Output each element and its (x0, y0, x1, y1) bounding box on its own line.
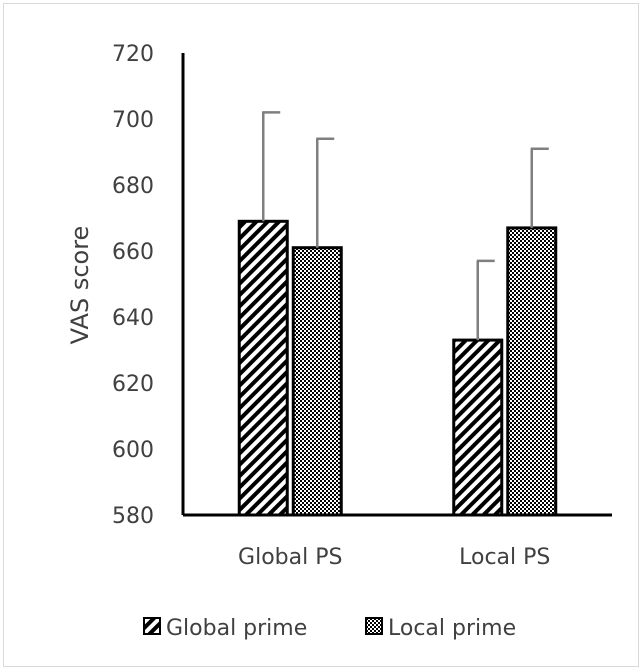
error-bar (262, 111, 281, 222)
bar-local-prime-local-ps (506, 226, 558, 517)
legend-swatch (365, 617, 383, 635)
y-tick-label: 600 (112, 438, 154, 463)
y-axis-label: VAS score (66, 226, 94, 345)
error-bar (476, 259, 495, 341)
bar-local-prime-global-ps (291, 246, 343, 517)
error-bar (530, 147, 549, 228)
bars (237, 219, 558, 517)
legend: Global prime Local prime (143, 616, 516, 641)
y-tick-label: 580 (112, 504, 154, 529)
y-tick-label: 620 (112, 372, 154, 397)
y-axis-ticks: 580 600 620 640 660 680 700 720 (112, 42, 154, 529)
error-bars (262, 111, 549, 341)
y-tick-label: 640 (112, 306, 154, 331)
bar-global-prime-local-ps (452, 338, 504, 517)
x-axis-labels: Global PS Local PS (238, 545, 550, 570)
error-bar (316, 137, 335, 248)
legend-label: Local prime (388, 616, 516, 641)
x-tick-label: Global PS (238, 545, 342, 570)
legend-item-local-prime: Local prime (365, 616, 516, 641)
legend-label: Global prime (166, 616, 307, 641)
y-tick-label: 720 (112, 42, 154, 67)
legend-swatch (143, 617, 161, 635)
y-tick-label: 700 (112, 108, 154, 133)
x-tick-label: Local PS (459, 545, 550, 570)
legend-item-global-prime: Global prime (143, 616, 307, 641)
bar-global-prime-global-ps (237, 219, 289, 517)
y-tick-label: 680 (112, 174, 154, 199)
y-tick-label: 660 (112, 240, 154, 265)
